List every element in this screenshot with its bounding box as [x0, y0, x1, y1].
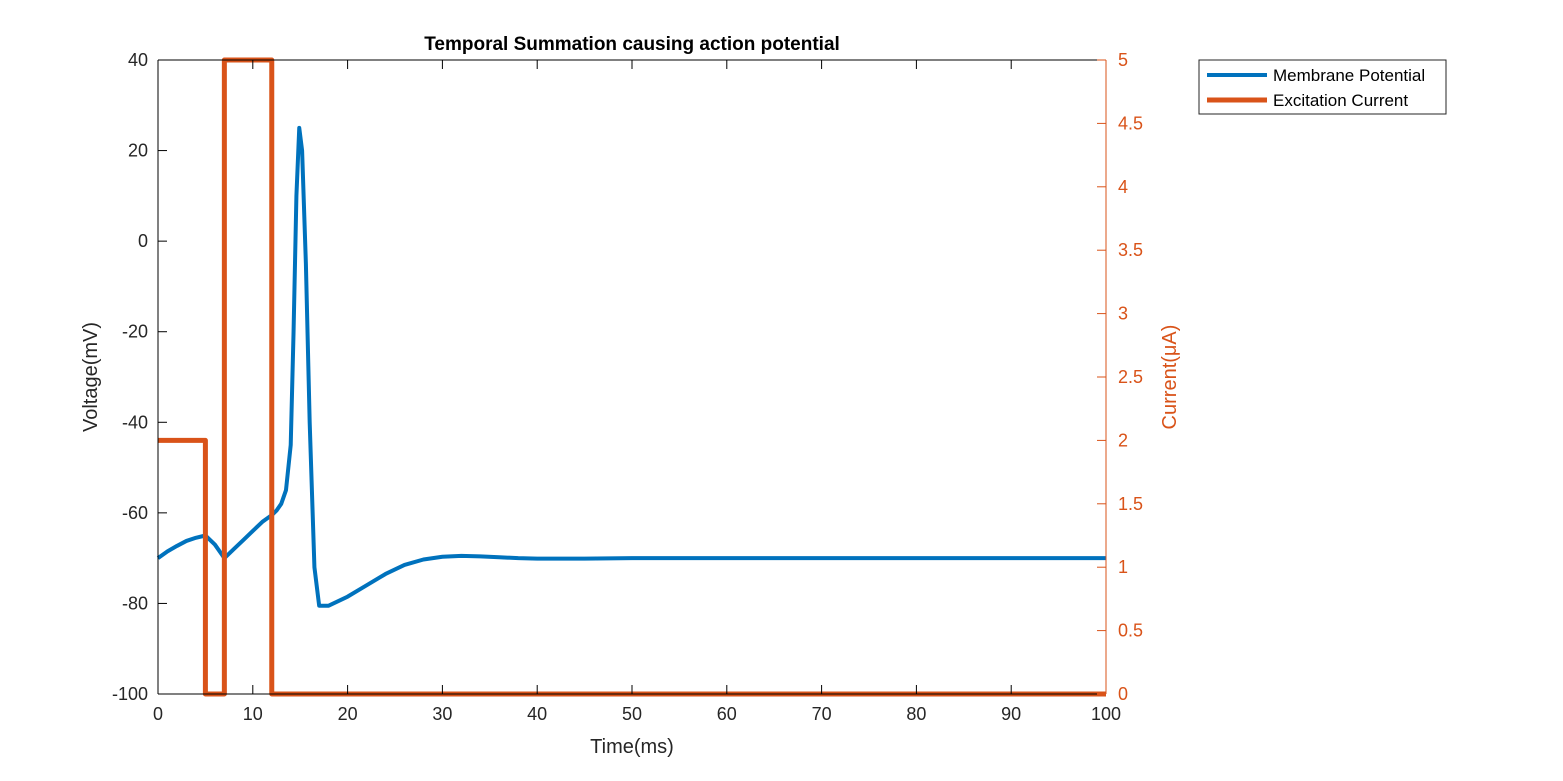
y-right-tick-label-4: 2	[1118, 430, 1128, 450]
y-left-tick-label-3: -40	[122, 412, 148, 432]
x-axis: 0 10 20 30 40 50 60 70 80 90 100	[153, 59, 1121, 724]
y-right-tick-label-1: 0.5	[1118, 621, 1143, 641]
y-axis-left-label: Voltage(mV)	[80, 322, 102, 432]
y-left-tick-label-7: 40	[128, 50, 148, 70]
x-tick-label-6: 60	[717, 704, 737, 724]
y-left-tick-label-5: 0	[138, 231, 148, 251]
y-left-tick-label-2: -60	[122, 503, 148, 523]
y-right-tick-label-2: 1	[1118, 557, 1128, 577]
x-tick-label-3: 30	[432, 704, 452, 724]
y-axis-right-label: Current(μA)	[1159, 325, 1181, 430]
x-tick-label-10: 100	[1091, 704, 1121, 724]
x-tick-label-1: 10	[243, 704, 263, 724]
y-left-tick-label-4: -20	[122, 322, 148, 342]
x-tick-label-4: 40	[527, 704, 547, 724]
x-tick-label-5: 50	[622, 704, 642, 724]
y-right-tick-label-6: 3	[1118, 304, 1128, 324]
legend: Membrane Potential Excitation Current	[1198, 59, 1447, 115]
y-right-tick-label-8: 4	[1118, 177, 1128, 197]
legend-box	[1198, 59, 1447, 115]
y-right-tick-label-10: 5	[1118, 50, 1128, 70]
y-left-tick-label-0: -100	[112, 684, 148, 704]
legend-label-0: Membrane Potential	[1273, 66, 1425, 85]
y-right-tick-label-0: 0	[1118, 684, 1128, 704]
y-axis-right: 0 0.5 1 1.5 2 2.5 3 3.5 4 4.5 5	[1097, 50, 1143, 704]
series-line-1	[158, 57, 1106, 697]
y-right-tick-label-9: 4.5	[1118, 113, 1143, 133]
y-axis-left: -100 -80 -60 -40 -20 0 20 40	[112, 50, 167, 704]
x-tick-label-7: 70	[812, 704, 832, 724]
y-right-tick-label-7: 3.5	[1118, 240, 1143, 260]
legend-label-1: Excitation Current	[1273, 91, 1408, 110]
x-tick-label-9: 90	[1001, 704, 1021, 724]
y-right-tick-label-5: 2.5	[1118, 367, 1143, 387]
x-tick-label-2: 20	[338, 704, 358, 724]
x-tick-label-8: 80	[906, 704, 926, 724]
y-right-tick-label-3: 1.5	[1118, 494, 1143, 514]
x-axis-label: Time(ms)	[590, 736, 674, 758]
y-left-tick-label-6: 20	[128, 141, 148, 161]
x-tick-label-0: 0	[153, 704, 163, 724]
chart-title: Temporal Summation causing action potent…	[424, 34, 840, 55]
y-left-tick-label-1: -80	[122, 593, 148, 613]
plot-area	[156, 57, 1106, 697]
